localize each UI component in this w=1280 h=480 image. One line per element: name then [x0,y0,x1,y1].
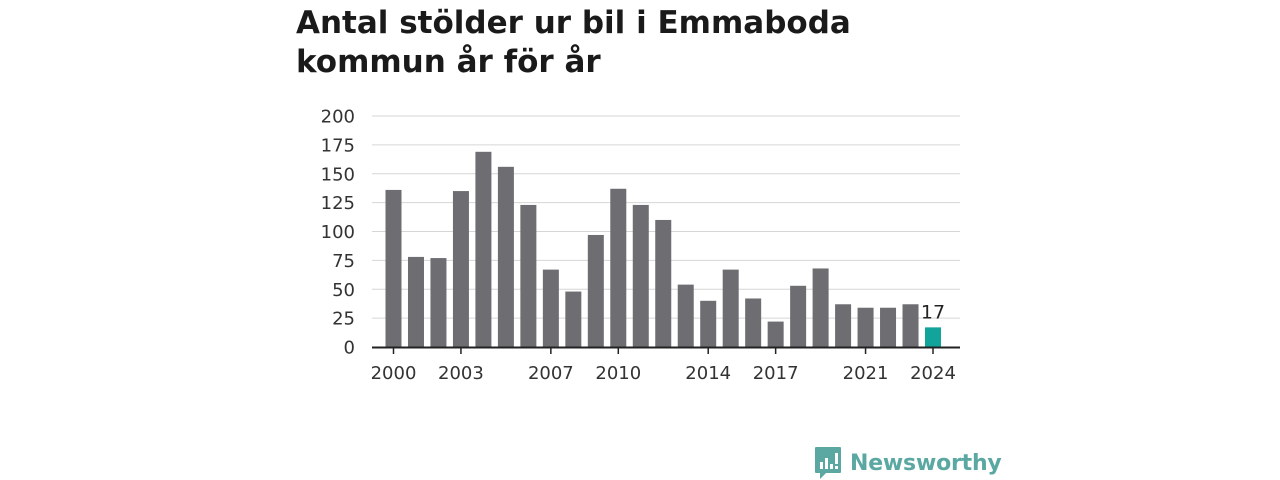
bar-2006 [520,204,537,347]
bar-2024 [925,327,941,347]
bar-2014 [700,300,717,347]
bars [385,151,941,347]
y-tick-label-200: 200 [321,107,355,128]
y-tick-label-150: 150 [321,164,355,185]
bar-2019 [812,268,829,347]
bar-2002 [430,258,447,347]
bar-2016 [745,298,762,347]
bar-2010 [610,188,627,347]
newsworthy-logo: Newsworthy [814,446,1002,480]
y-tick-label-0: 0 [344,338,355,359]
labels: 0 25 50 75 100 125 150 175 200 17 2000 2003 2007 2010… [321,107,956,385]
x-tick-label-2017: 2017 [753,363,799,384]
data-label-2024: 17 [921,301,945,323]
y-tick-label-75: 75 [332,251,355,272]
x-tick-label-2010: 2010 [595,363,641,384]
x-tick-label-2007: 2007 [528,363,574,384]
y-tick-label-175: 175 [321,135,355,156]
bar-2007 [542,269,559,347]
bar-2021 [857,307,874,347]
y-tick-label-125: 125 [321,193,355,214]
bar-2011 [632,204,649,347]
x-tick-label-2000: 2000 [371,363,417,384]
bar-2017 [767,321,784,347]
bar-2004 [475,151,492,347]
newsworthy-logo-icon [815,447,841,479]
bar-2020 [835,304,852,347]
bar-2000 [385,189,402,347]
bar-2001 [407,256,424,347]
bar-2018 [790,285,807,347]
bar-2023 [902,304,919,347]
bar-2009 [587,234,604,347]
x-tick-label-2014: 2014 [685,363,731,384]
bar-2022 [880,307,897,347]
bar-2015 [722,269,739,347]
x-tick-label-2024: 2024 [910,363,956,384]
bar-2008 [565,291,582,347]
bar-2005 [497,166,514,347]
y-tick-label-25: 25 [332,309,355,330]
bar-2013 [677,284,694,347]
y-tick-label-50: 50 [332,280,355,301]
x-tick-label-2021: 2021 [843,363,889,384]
axes [372,346,960,354]
bar-2003 [452,191,469,347]
x-tick-label-2003: 2003 [438,363,484,384]
chart-title: Antal stölder ur bil i Emmaboda kommun å… [296,5,851,80]
newsworthy-logo-text: Newsworthy [850,450,1002,476]
bar-2012 [655,219,672,347]
y-tick-label-100: 100 [321,222,355,243]
